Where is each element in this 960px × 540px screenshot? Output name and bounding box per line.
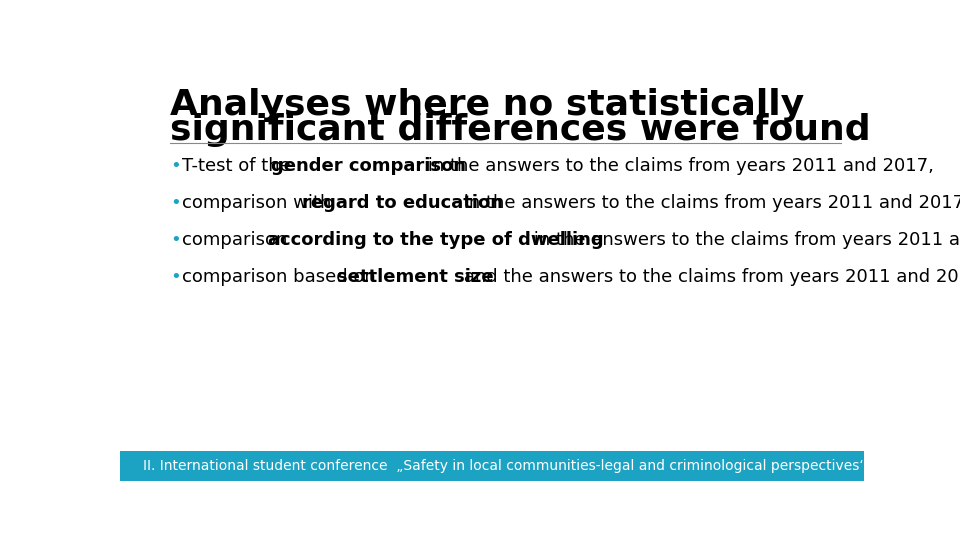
Text: •: •: [170, 268, 181, 286]
Text: regard to education: regard to education: [302, 194, 503, 212]
Text: Analyses where no statistically: Analyses where no statistically: [170, 88, 804, 122]
Bar: [120, 451, 864, 481]
Text: in the answers to the claims from years 2011 and 2017,: in the answers to the claims from years …: [458, 194, 960, 212]
Text: •: •: [170, 231, 181, 249]
Text: significant differences were found: significant differences were found: [170, 112, 871, 146]
Text: comparison based on: comparison based on: [182, 268, 381, 286]
Text: •: •: [170, 194, 181, 212]
Text: according to the type of dwelling: according to the type of dwelling: [268, 231, 604, 249]
Text: and the answers to the claims from years 2011 and 2017.: and the answers to the claims from years…: [458, 268, 960, 286]
Text: in the answers to the claims from years 2011 and 2017,: in the answers to the claims from years …: [528, 231, 960, 249]
Text: gender comparison: gender comparison: [271, 158, 466, 176]
Text: in the answers to the claims from years 2011 and 2017,: in the answers to the claims from years …: [421, 158, 934, 176]
Text: •: •: [170, 158, 181, 176]
Text: comparison: comparison: [182, 231, 293, 249]
Text: II. International student conference  „Safety in local communities-legal and cri: II. International student conference „Sa…: [143, 459, 960, 473]
Text: T-test of the: T-test of the: [182, 158, 297, 176]
Text: comparison with: comparison with: [182, 194, 337, 212]
Text: settlement size: settlement size: [337, 268, 493, 286]
